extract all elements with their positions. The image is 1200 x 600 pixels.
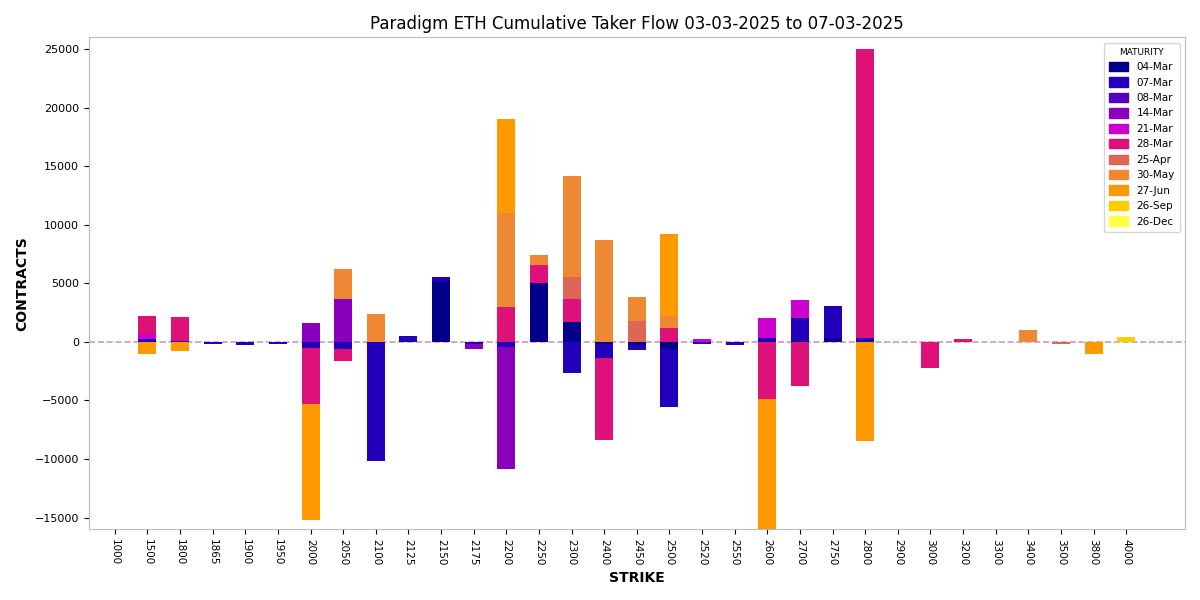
Bar — [628, 342, 646, 346]
Bar — [791, 319, 809, 341]
Bar — [172, 342, 190, 351]
Bar — [1117, 337, 1135, 342]
Bar — [530, 255, 548, 265]
Bar — [660, 234, 678, 316]
Bar — [1052, 342, 1070, 344]
Bar — [367, 342, 385, 461]
Bar — [595, 358, 613, 440]
Bar — [758, 399, 776, 571]
Bar — [432, 281, 450, 342]
Bar — [857, 338, 874, 342]
Bar — [563, 176, 581, 277]
Bar — [335, 342, 352, 349]
Bar — [530, 265, 548, 283]
X-axis label: STRIKE: STRIKE — [608, 571, 665, 585]
Bar — [400, 336, 418, 342]
Bar — [791, 341, 809, 342]
Bar — [1085, 342, 1103, 353]
Bar — [335, 349, 352, 361]
Bar — [138, 342, 156, 353]
Bar — [628, 321, 646, 342]
Bar — [563, 299, 581, 322]
Bar — [922, 342, 940, 368]
Bar — [823, 305, 841, 338]
Bar — [563, 322, 581, 342]
Bar — [660, 316, 678, 328]
Bar — [301, 404, 319, 520]
Bar — [138, 334, 156, 340]
Bar — [464, 342, 482, 344]
Bar — [857, 342, 874, 442]
Bar — [694, 342, 712, 344]
Bar — [138, 340, 156, 342]
Bar — [335, 269, 352, 299]
Bar — [660, 349, 678, 407]
Bar — [857, 49, 874, 338]
Bar — [595, 344, 613, 358]
Bar — [628, 298, 646, 321]
Bar — [269, 342, 287, 344]
Bar — [497, 213, 515, 307]
Bar — [367, 314, 385, 342]
Bar — [758, 342, 776, 399]
Bar — [497, 342, 515, 347]
Title: Paradigm ETH Cumulative Taker Flow 03-03-2025 to 07-03-2025: Paradigm ETH Cumulative Taker Flow 03-03… — [370, 15, 904, 33]
Bar — [497, 307, 515, 342]
Bar — [335, 299, 352, 342]
Bar — [172, 317, 190, 341]
Bar — [660, 342, 678, 349]
Bar — [301, 347, 319, 404]
Bar — [628, 346, 646, 350]
Bar — [660, 328, 678, 342]
Legend: 04-Mar, 07-Mar, 08-Mar, 14-Mar, 21-Mar, 28-Mar, 25-Apr, 30-May, 27-Jun, 26-Sep, : 04-Mar, 07-Mar, 08-Mar, 14-Mar, 21-Mar, … — [1104, 43, 1180, 232]
Bar — [497, 347, 515, 469]
Bar — [758, 319, 776, 338]
Bar — [563, 342, 581, 373]
Bar — [791, 299, 809, 319]
Y-axis label: CONTRACTS: CONTRACTS — [14, 236, 29, 331]
Bar — [694, 340, 712, 342]
Bar — [823, 338, 841, 342]
Bar — [138, 316, 156, 334]
Bar — [758, 338, 776, 342]
Bar — [301, 342, 319, 347]
Bar — [595, 240, 613, 342]
Bar — [464, 344, 482, 349]
Bar — [726, 342, 744, 346]
Bar — [595, 342, 613, 344]
Bar — [791, 342, 809, 386]
Bar — [497, 119, 515, 213]
Bar — [172, 341, 190, 342]
Bar — [954, 340, 972, 342]
Bar — [301, 323, 319, 342]
Bar — [563, 277, 581, 299]
Bar — [432, 277, 450, 281]
Bar — [1019, 330, 1037, 342]
Bar — [530, 283, 548, 342]
Bar — [204, 342, 222, 344]
Bar — [236, 342, 254, 346]
